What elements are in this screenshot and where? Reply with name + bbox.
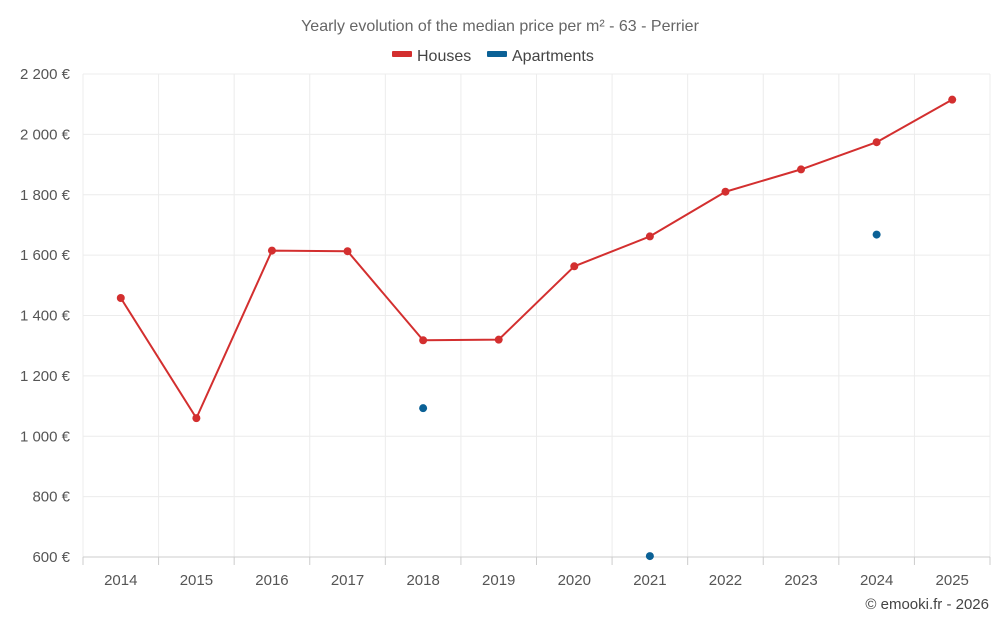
x-tick-label: 2024 — [860, 572, 893, 589]
x-tick-label: 2023 — [784, 572, 817, 589]
x-tick-label: 2015 — [180, 572, 213, 589]
data-point-houses[interactable] — [267, 246, 276, 255]
x-tick-label: 2025 — [936, 572, 969, 589]
data-point-apartments[interactable] — [419, 404, 428, 413]
x-tick-label: 2021 — [633, 572, 666, 589]
data-point-houses[interactable] — [797, 165, 806, 174]
data-point-houses[interactable] — [872, 138, 881, 147]
data-point-houses[interactable] — [721, 187, 730, 196]
y-tick-label: 1 600 € — [20, 247, 71, 264]
legend-label-houses: Houses — [417, 48, 471, 65]
legend-label-apartments: Apartments — [512, 48, 594, 65]
legend: Houses Apartments — [392, 48, 594, 65]
x-axis: 2014 2015 2016 2017 2018 2019 2020 2021 2022 2023… — [82, 556, 991, 589]
y-tick-label: 1 200 € — [20, 368, 71, 385]
x-tick-label: 2014 — [104, 572, 137, 589]
y-tick-label: 1 000 € — [20, 428, 71, 445]
data-point-houses[interactable] — [343, 247, 352, 256]
data-point-houses[interactable] — [645, 232, 654, 241]
y-axis: 600 € 800 € 1 000 € 1 200 € 1 400 € 1 600 € 1 … — [20, 66, 71, 566]
data-point-houses[interactable] — [116, 293, 125, 302]
x-tick-label: 2016 — [255, 572, 288, 589]
legend-swatch-apartments — [487, 51, 507, 57]
data-point-houses[interactable] — [948, 95, 957, 104]
data-point-houses[interactable] — [570, 262, 579, 271]
data-point-apartments[interactable] — [872, 230, 881, 239]
x-tick-label: 2017 — [331, 572, 364, 589]
series-line-houses — [119, 98, 953, 420]
chart-credit: © emooki.fr - 2026 — [865, 596, 989, 613]
chart-title: Yearly evolution of the median price per… — [301, 18, 699, 35]
x-tick-label: 2020 — [558, 572, 591, 589]
legend-swatch-houses — [392, 51, 412, 57]
legend-item-houses[interactable]: Houses — [392, 48, 471, 65]
grid — [82, 73, 991, 557]
y-tick-label: 2 000 € — [20, 126, 71, 143]
data-point-houses[interactable] — [419, 336, 428, 345]
y-tick-label: 2 200 € — [20, 66, 71, 83]
data-point-houses[interactable] — [192, 414, 201, 423]
x-tick-label: 2018 — [406, 572, 439, 589]
legend-item-apartments[interactable]: Apartments — [487, 48, 594, 65]
data-point-apartments[interactable] — [645, 552, 654, 561]
y-tick-label: 600 € — [32, 549, 70, 566]
x-tick-label: 2022 — [709, 572, 742, 589]
y-tick-label: 1 400 € — [20, 308, 71, 325]
y-tick-label: 800 € — [32, 489, 70, 506]
data-point-houses[interactable] — [494, 335, 503, 344]
y-tick-label: 1 800 € — [20, 187, 71, 204]
x-tick-label: 2019 — [482, 572, 515, 589]
series — [116, 95, 957, 561]
